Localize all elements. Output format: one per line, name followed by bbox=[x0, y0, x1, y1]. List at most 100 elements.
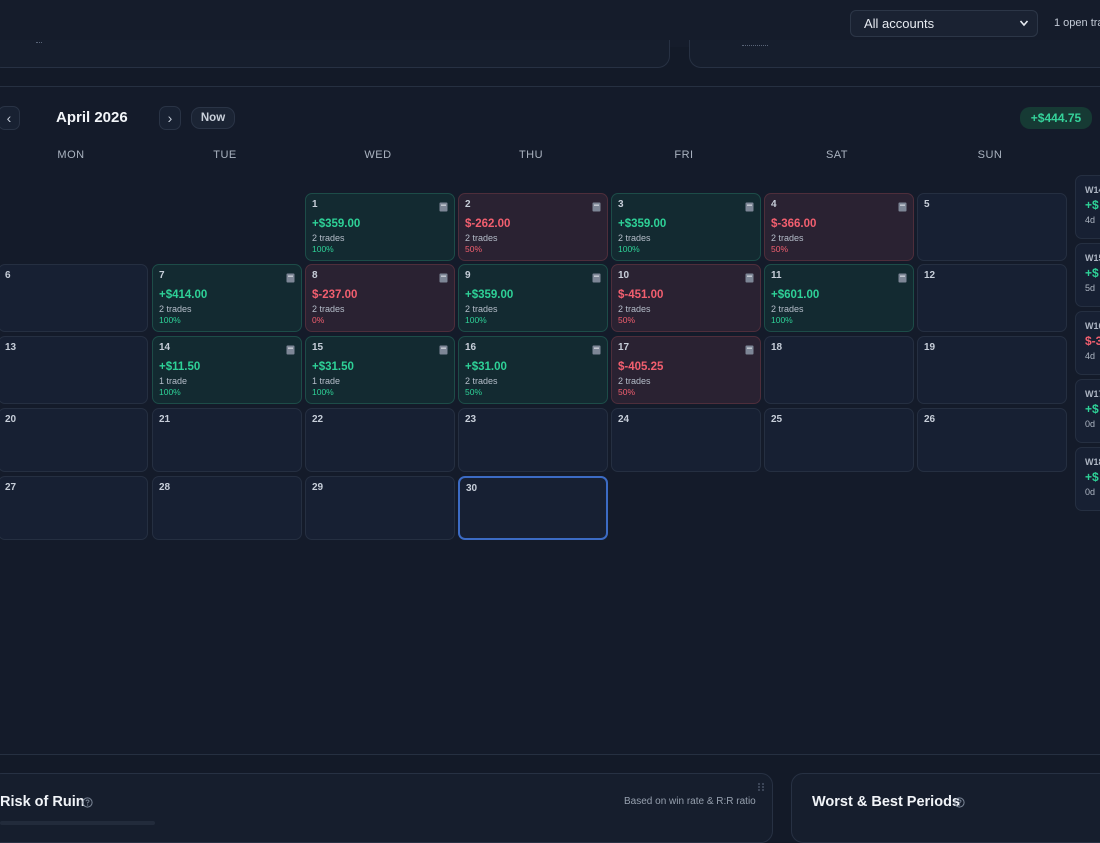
calendar-day[interactable]: 22 bbox=[305, 408, 455, 472]
weekday-label: MON bbox=[57, 149, 85, 161]
calendar-day[interactable]: 16 +$31.00 2 trades 50% bbox=[458, 336, 608, 404]
journal-note-icon[interactable] bbox=[439, 345, 448, 355]
calendar-day[interactable]: 26 bbox=[917, 408, 1067, 472]
calendar-day[interactable]: 24 bbox=[611, 408, 761, 472]
journal-note-icon[interactable] bbox=[745, 202, 754, 212]
day-number: 2 bbox=[465, 199, 471, 210]
month-total-badge: +$444.75 bbox=[1020, 107, 1092, 129]
journal-note-icon[interactable] bbox=[898, 202, 907, 212]
journal-note-icon[interactable] bbox=[592, 273, 601, 283]
day-number: 23 bbox=[465, 414, 477, 425]
calendar-day[interactable]: 4 $-366.00 2 trades 50% bbox=[764, 193, 914, 261]
day-win-rate: 50% bbox=[618, 387, 636, 397]
journal-note-icon[interactable] bbox=[898, 273, 907, 283]
day-number: 26 bbox=[924, 414, 936, 425]
calendar-day[interactable]: 8 $-237.00 2 trades 0% bbox=[305, 264, 455, 332]
account-select[interactable]: All accounts bbox=[850, 10, 1038, 37]
calendar-day[interactable]: 7 +$414.00 2 trades 100% bbox=[152, 264, 302, 332]
calendar-day[interactable]: 3 +$359.00 2 trades 100% bbox=[611, 193, 761, 261]
day-trade-count: 2 trades bbox=[618, 376, 651, 386]
week-trading-days: 4d bbox=[1085, 215, 1096, 225]
calendar-day[interactable]: 17 $-405.25 2 trades 50% bbox=[611, 336, 761, 404]
day-trade-count: 2 trades bbox=[465, 304, 498, 314]
help-icon[interactable] bbox=[954, 797, 965, 808]
day-number: 8 bbox=[312, 270, 318, 281]
week-trading-days: 4d bbox=[1085, 351, 1096, 361]
calendar-day[interactable]: 23 bbox=[458, 408, 608, 472]
weekday-label: SUN bbox=[977, 149, 1003, 161]
day-number: 24 bbox=[618, 414, 630, 425]
week-trading-days: 5d bbox=[1085, 283, 1096, 293]
day-number: 5 bbox=[924, 199, 930, 210]
week-summary-card[interactable]: W18 +$ 0d bbox=[1075, 447, 1100, 511]
day-number: 28 bbox=[159, 482, 171, 493]
calendar-day[interactable]: 9 +$359.00 2 trades 100% bbox=[458, 264, 608, 332]
calendar-day[interactable]: 13 bbox=[0, 336, 148, 404]
calendar-day[interactable]: 2 $-262.00 2 trades 50% bbox=[458, 193, 608, 261]
journal-note-icon[interactable] bbox=[592, 202, 601, 212]
calendar-day[interactable]: 25 bbox=[764, 408, 914, 472]
calendar-day[interactable]: 6 bbox=[0, 264, 148, 332]
day-trade-count: 2 trades bbox=[771, 233, 804, 243]
drag-handle-icon[interactable] bbox=[758, 783, 764, 791]
calendar-day[interactable]: 14 +$11.50 1 trade 100% bbox=[152, 336, 302, 404]
day-win-rate: 100% bbox=[465, 315, 487, 325]
week-summary-card[interactable]: W15 +$ 5d bbox=[1075, 243, 1100, 307]
calendar-day[interactable]: 10 $-451.00 2 trades 50% bbox=[611, 264, 761, 332]
calendar-day[interactable]: 18 bbox=[764, 336, 914, 404]
day-win-rate: 50% bbox=[465, 387, 483, 397]
risk-of-ruin-title: Risk of Ruin bbox=[0, 794, 85, 810]
calendar-day[interactable]: 28 bbox=[152, 476, 302, 540]
journal-note-icon[interactable] bbox=[286, 273, 295, 283]
help-icon[interactable] bbox=[82, 797, 93, 808]
day-pnl: +$359.00 bbox=[465, 289, 514, 301]
next-month-button[interactable]: › bbox=[159, 106, 181, 130]
day-trade-count: 2 trades bbox=[312, 233, 345, 243]
calendar-day[interactable]: 21 bbox=[152, 408, 302, 472]
day-number: 4 bbox=[771, 199, 777, 210]
calendar-day[interactable]: 5 bbox=[917, 193, 1067, 261]
day-win-rate: 100% bbox=[618, 244, 640, 254]
week-summary-card[interactable]: W14 +$ 4d bbox=[1075, 175, 1100, 239]
journal-note-icon[interactable] bbox=[745, 273, 754, 283]
calendar-day[interactable]: 27 bbox=[0, 476, 148, 540]
risk-of-ruin-note: Based on win rate & R:R ratio bbox=[624, 796, 756, 807]
day-win-rate: 100% bbox=[312, 387, 334, 397]
calendar-day[interactable]: 20 bbox=[0, 408, 148, 472]
risk-of-ruin-bar bbox=[0, 821, 155, 825]
day-number: 22 bbox=[312, 414, 324, 425]
day-number: 17 bbox=[618, 342, 630, 353]
journal-note-icon[interactable] bbox=[439, 273, 448, 283]
week-summary-card[interactable]: W17 +$ 0d bbox=[1075, 379, 1100, 443]
calendar-day-today[interactable]: 30 bbox=[458, 476, 608, 540]
day-number: 13 bbox=[5, 342, 17, 353]
day-number: 29 bbox=[312, 482, 324, 493]
week-label: W15 bbox=[1085, 253, 1100, 263]
chevron-down-icon bbox=[1019, 20, 1029, 27]
day-pnl: $-237.00 bbox=[312, 289, 358, 301]
journal-note-icon[interactable] bbox=[439, 202, 448, 212]
journal-note-icon[interactable] bbox=[286, 345, 295, 355]
day-win-rate: 100% bbox=[159, 387, 181, 397]
day-win-rate: 50% bbox=[618, 315, 636, 325]
calendar-day[interactable]: 19 bbox=[917, 336, 1067, 404]
day-number: 3 bbox=[618, 199, 624, 210]
day-trade-count: 2 trades bbox=[771, 304, 804, 314]
calendar-day[interactable]: 29 bbox=[305, 476, 455, 540]
weekday-label: SAT bbox=[825, 149, 849, 161]
calendar-day[interactable]: 11 +$601.00 2 trades 100% bbox=[764, 264, 914, 332]
week-summary-card[interactable]: W16 $-3 4d bbox=[1075, 311, 1100, 375]
day-pnl: +$359.00 bbox=[618, 218, 667, 230]
day-pnl: +$11.50 bbox=[159, 361, 201, 373]
prev-month-button[interactable]: ‹ bbox=[0, 106, 20, 130]
calendar-day[interactable]: 12 bbox=[917, 264, 1067, 332]
journal-note-icon[interactable] bbox=[745, 345, 754, 355]
journal-note-icon[interactable] bbox=[592, 345, 601, 355]
day-number: 15 bbox=[312, 342, 324, 353]
calendar-day[interactable]: 1 +$359.00 2 trades 100% bbox=[305, 193, 455, 261]
open-trades-indicator[interactable]: 1 open tra bbox=[1054, 17, 1100, 29]
day-number: 14 bbox=[159, 342, 171, 353]
day-number: 27 bbox=[5, 482, 17, 493]
calendar-day[interactable]: 15 +$31.50 1 trade 100% bbox=[305, 336, 455, 404]
now-button[interactable]: Now bbox=[191, 107, 235, 129]
